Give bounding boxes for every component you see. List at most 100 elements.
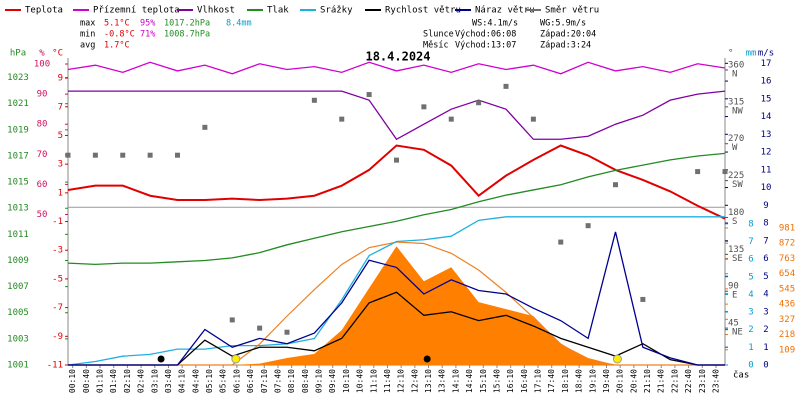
y-tick-name: S — [732, 217, 737, 227]
x-tick-label: 12:40 — [410, 369, 419, 393]
x-tick-label: 00:40 — [82, 369, 91, 393]
x-tick-label: 09:40 — [328, 369, 337, 393]
x-tick-label: 17:10 — [534, 369, 543, 393]
y-tick-label: 2 — [748, 325, 753, 335]
direction-point — [613, 182, 618, 188]
y-tick-label: 3 — [763, 307, 768, 317]
y-tick-label: 12 — [761, 148, 772, 158]
x-tick-label: 16:10 — [506, 369, 515, 393]
x-tick-label: 23:40 — [711, 369, 720, 393]
radiation-area — [68, 246, 725, 365]
x-axis-label: čas — [733, 370, 749, 381]
y-tick-label: 1019 — [7, 125, 29, 135]
direction-point — [284, 329, 290, 335]
y-tick-label: 80 — [37, 120, 48, 130]
x-tick-label: 03:10 — [150, 369, 159, 393]
direction-point — [695, 169, 701, 175]
series-line — [67, 152, 726, 266]
stat-text: 1008.7hPa — [164, 30, 210, 40]
y-tick-label: -3 — [52, 246, 63, 256]
direction-point — [476, 100, 482, 106]
y-tick-name: NE — [732, 328, 743, 338]
y-tick-label: -1 — [52, 217, 63, 227]
x-tick-label: 13:10 — [424, 369, 433, 393]
info-text: Západ:3:24 — [540, 41, 591, 51]
series-line — [67, 61, 726, 75]
x-tick-label: 14:40 — [465, 369, 474, 393]
y-tick-label: 1017 — [7, 151, 29, 161]
x-tick-label: 20:40 — [629, 369, 638, 393]
stat-text: 1017.2hPa — [164, 19, 210, 29]
y-tick-label: 60 — [37, 180, 48, 190]
legend-label: Vlhkost — [197, 6, 235, 16]
y-tick-label: 1001 — [7, 361, 29, 371]
direction-point — [147, 152, 153, 158]
y-tick-label: 763 — [779, 254, 795, 264]
y-tick-label: 100 — [34, 60, 50, 70]
x-tick-label: 18:10 — [561, 369, 570, 393]
info-text: Východ:06:08 — [455, 30, 516, 40]
x-tick-label: 09:10 — [315, 369, 324, 393]
y-tick-label: 1 — [58, 188, 63, 198]
direction-point — [229, 317, 235, 323]
y-tick-label: 3 — [58, 160, 63, 170]
series-line — [68, 90, 726, 141]
x-tick-label: 13:40 — [438, 369, 447, 393]
direction-point — [202, 124, 208, 130]
info-text: Západ:20:04 — [540, 30, 596, 40]
direction-point — [311, 97, 317, 103]
stat-text: 95% — [140, 19, 155, 29]
x-tick-label: 11:40 — [383, 369, 392, 393]
direction-point — [503, 83, 509, 89]
y-tick-label: 981 — [779, 223, 795, 233]
y-tick-label: 270 — [728, 134, 744, 144]
x-tick-label: 06:40 — [246, 369, 255, 393]
x-tick-label: 15:10 — [479, 369, 488, 393]
y-tick-name: N — [732, 69, 737, 79]
stat-text: -0.8°C — [104, 30, 135, 40]
y-tick-name: W — [732, 143, 738, 153]
info-text: Měsíc — [423, 41, 449, 51]
y-tick-label: -9 — [52, 332, 63, 342]
y-tick-label: 2 — [763, 325, 768, 335]
x-tick-label: 00:10 — [68, 369, 77, 393]
y-tick-label: 225 — [728, 171, 744, 181]
y-tick-label: 1 — [763, 343, 768, 353]
y-tick-name: SW — [732, 180, 743, 190]
y-tick-label: 0 — [763, 361, 768, 371]
x-tick-label: 04:40 — [191, 369, 200, 393]
direction-point — [640, 296, 646, 302]
y-tick-label: 90 — [37, 90, 48, 100]
x-tick-label: 19:40 — [602, 369, 611, 393]
y-tick-label: 1013 — [7, 204, 29, 214]
y-tick-label: 360 — [728, 60, 744, 70]
y-tick-name: NW — [732, 106, 743, 116]
moon-marker — [423, 355, 431, 363]
x-tick-label: 19:10 — [588, 369, 597, 393]
legend-label: Náraz větru — [475, 6, 535, 16]
axis-unit: °C — [52, 49, 63, 59]
y-tick-label: -7 — [52, 303, 63, 313]
y-tick-label: 90 — [728, 282, 739, 292]
x-tick-label: 14:10 — [451, 369, 460, 393]
x-tick-label: 06:10 — [232, 369, 241, 393]
y-tick-label: 436 — [779, 300, 795, 310]
y-tick-label: 9 — [58, 74, 63, 84]
direction-point — [65, 152, 71, 158]
y-tick-label: 8 — [763, 219, 768, 229]
x-tick-label: 21:40 — [657, 369, 666, 393]
legend-label: Rychlost větru — [385, 6, 461, 16]
axis-unit: ° — [728, 49, 733, 59]
axis-unit: mm — [746, 49, 757, 59]
direction-point — [585, 223, 591, 229]
direction-point — [257, 325, 263, 331]
x-tick-label: 02:40 — [137, 369, 146, 393]
series-line — [68, 231, 725, 366]
sun-marker — [231, 354, 241, 364]
direction-point — [448, 116, 454, 122]
y-tick-label: 1007 — [7, 282, 29, 292]
x-tick-label: 05:10 — [205, 369, 214, 393]
legend-label: Tlak — [267, 6, 289, 16]
y-tick-label: 6 — [748, 255, 753, 265]
